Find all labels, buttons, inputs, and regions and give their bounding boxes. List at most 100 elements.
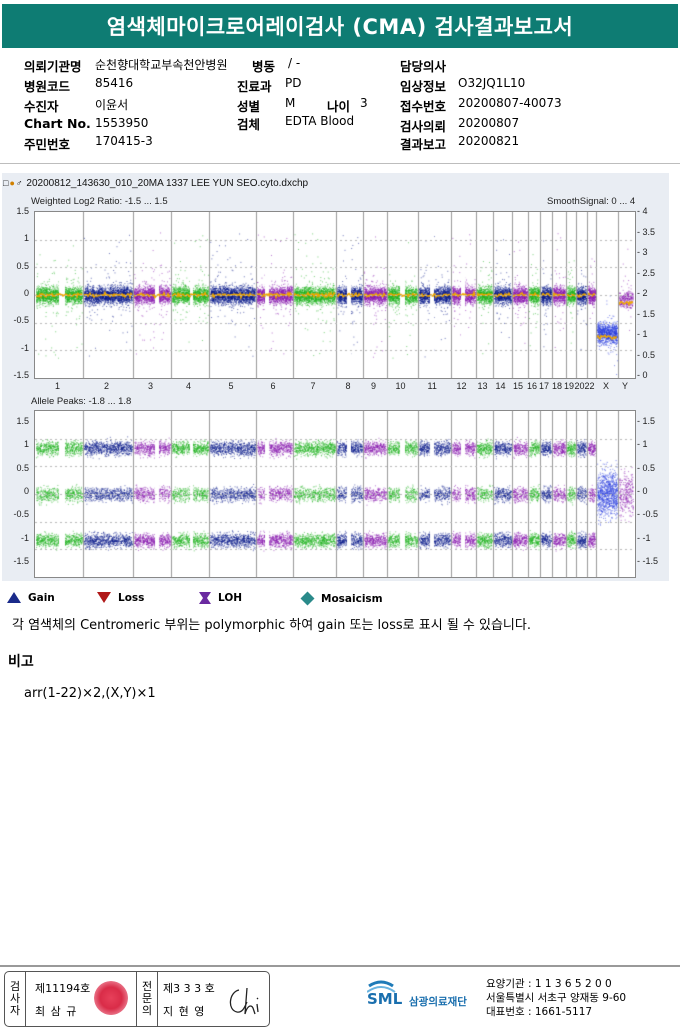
log2-axis-tick: -1.5 (13, 370, 29, 380)
chromosome-label: 4 (186, 381, 192, 391)
chromosome-label: 10 (395, 381, 406, 391)
file-type-icon: □ (3, 178, 9, 188)
log2-axis-tick: -0.5 (13, 315, 29, 326)
chromosome-label: Y (622, 381, 629, 391)
allele-right-axis-tick: - 1.5 (637, 416, 656, 426)
allele-right-axis-tick: - -1.5 (637, 556, 659, 566)
chromosome-label: 20 (574, 381, 585, 391)
handwritten-signature (229, 987, 259, 1015)
org-code: 요양기관 : 1 1 3 6 5 2 0 0 (486, 978, 612, 990)
dept-label: 진료과 (237, 79, 272, 94)
smooth-axis-tick: - 0 (637, 370, 648, 380)
age-label: 나이 (327, 99, 351, 114)
chromosome-label: 3 (148, 381, 154, 391)
ward-label: 병동 (252, 59, 276, 74)
sex-label: 성별 (237, 99, 261, 114)
allele-axis-tick: 0 (23, 486, 29, 496)
sex-value: M (285, 96, 296, 110)
ward-value: / - (288, 56, 301, 70)
smooth-axis-tick: - 3 (637, 247, 648, 257)
pathologist-license: 제3 3 3 호 (163, 982, 215, 995)
chromosome-label: 5 (228, 381, 234, 391)
legend-mosaicism-label: Mosaicism (321, 592, 383, 605)
centromere-note: 각 염색체의 Centromeric 부위는 polymorphic 하여 ga… (12, 618, 531, 633)
chromosome-label: 11 (427, 381, 437, 391)
dept-value: PD (285, 76, 302, 90)
request-date-label: 검사의뢰 (400, 119, 447, 134)
remarks-heading: 비고 (8, 654, 34, 670)
smooth-axis-tick: - 0.5 (637, 349, 656, 360)
plot-filename-text: 20200812_143630_010_20MA 1337 LEE YUN SE… (26, 178, 309, 189)
log2-axis-tick: 0.5 (16, 260, 29, 271)
smooth-axis-tick: - 3.5 (637, 226, 656, 237)
institution-value: 순천향대학교부속천안병원 (95, 58, 228, 72)
allele-axis-tick: 1 (23, 439, 29, 450)
clinical-info-label: 임상정보 (400, 79, 447, 94)
allele-right-axis-tick: - 0.5 (637, 462, 656, 473)
organization-info: 요양기관 : 1 1 3 6 5 2 0 0 서울특별시 서초구 양재동 9-6… (486, 977, 626, 1019)
legend-gain-label: Gain (28, 591, 55, 604)
chromosome-label: 22 (584, 381, 595, 391)
allele-right-axis-tick: - 0 (637, 486, 648, 496)
legend-loh-label: LOH (218, 592, 243, 604)
institution-label: 의뢰기관명 (24, 59, 82, 74)
footer-divider (0, 965, 680, 967)
recipient-value: 이윤서 (95, 98, 129, 112)
allele-peaks-panel (34, 410, 636, 578)
pathologist-name: 지 현 영 (163, 1005, 206, 1018)
sml-logo: SML 삼광의료재단 (366, 976, 477, 1020)
chromosome-label: 9 (371, 381, 377, 391)
loss-triangle-down-icon (97, 592, 111, 603)
sml-logo-text: SML (367, 990, 403, 1008)
id-number-value: 170415-3 (95, 134, 153, 148)
log2-axis-tick: -1 (20, 342, 29, 353)
report-date-label: 결과보고 (400, 137, 447, 152)
log2-ratio-scatter (35, 212, 635, 378)
header-divider (0, 163, 680, 164)
chromosome-label: 16 (527, 381, 538, 391)
gain-triangle-up-icon (7, 592, 21, 603)
specimen-value: EDTA Blood (285, 114, 355, 128)
tester-license: 제11194호 (35, 982, 91, 995)
allele-right-axis-tick: - 1 (637, 439, 648, 450)
specimen-label: 검체 (237, 117, 261, 132)
accession-value: 20200807-40073 (458, 96, 562, 110)
log2-ratio-title: Weighted Log2 Ratio: -1.5 ... 1.5 (31, 196, 168, 207)
chart-no-label: Chart No. (24, 116, 91, 131)
smooth-axis-tick: - 2.5 (637, 267, 656, 278)
allele-axis-tick: -1.5 (13, 556, 29, 566)
smooth-axis-tick: - 1.5 (637, 308, 656, 319)
doctor-label: 담당의사 (400, 59, 447, 74)
chromosome-label: 17 (539, 381, 550, 391)
chromosome-label: 1 (55, 381, 61, 391)
log2-axis-tick: 1 (23, 233, 29, 244)
legend-gain: Gain (6, 591, 55, 604)
log2-axis-tick: 0 (23, 288, 29, 298)
chromosome-label: 7 (310, 381, 316, 391)
chromosome-label: 15 (513, 381, 524, 391)
official-seal (94, 981, 128, 1015)
chromosome-label: 12 (456, 381, 467, 391)
allele-peaks-title: Allele Peaks: -1.8 ... 1.8 (31, 396, 132, 407)
allele-axis-tick: -0.5 (13, 509, 29, 520)
clinical-info-value: O32JQ1L10 (458, 76, 526, 90)
sml-logo-mark (366, 980, 396, 993)
org-phone: 대표번호 : 1661-5117 (486, 1006, 593, 1018)
male-symbol-icon: ♂ (15, 178, 23, 188)
request-date-value: 20200807 (458, 116, 520, 130)
chromosome-label: 14 (495, 381, 506, 391)
mosaicism-diamond-icon (300, 591, 315, 606)
smooth-axis-tick: - 4 (637, 206, 648, 216)
smooth-axis-tick: - 1 (637, 329, 648, 339)
org-address: 서울특별시 서초구 양재동 9-60 (486, 992, 627, 1004)
plot-legend: Gain Loss LOH Mosaicism (6, 591, 486, 611)
hospital-code-label: 병원코드 (24, 79, 71, 94)
legend-loh: LOH (198, 591, 242, 605)
allele-right-axis-tick: - -1 (637, 532, 651, 543)
tester-name: 최 삼 규 (35, 1005, 78, 1018)
legend-loss: Loss (96, 591, 144, 604)
log2-axis-tick: 1.5 (16, 206, 29, 216)
legend-mosaicism: Mosaicism (300, 591, 383, 606)
